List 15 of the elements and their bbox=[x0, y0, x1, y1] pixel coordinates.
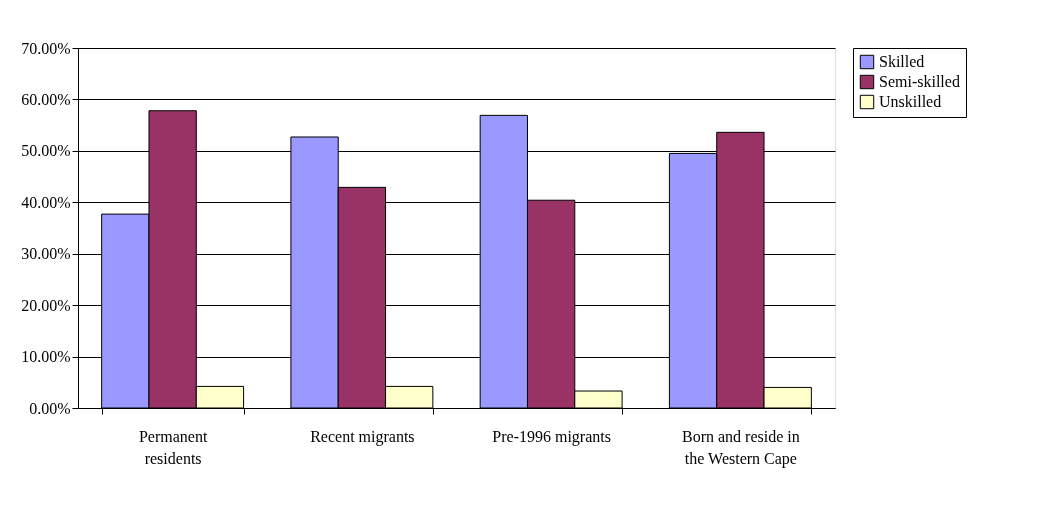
x-tick-label: Born and reside in the Western Cape bbox=[682, 427, 800, 468]
y-tick-label: 10.00% bbox=[21, 348, 71, 366]
y-tick-label: 40.00% bbox=[21, 193, 71, 211]
y-tick-label: 50.00% bbox=[21, 142, 71, 160]
y-tick-label: 30.00% bbox=[21, 245, 71, 263]
legend-label: Unskilled bbox=[879, 93, 942, 110]
x-tick-label: Permanent residents bbox=[138, 427, 208, 467]
x-tick-label: Pre-1996 migrants bbox=[492, 427, 611, 446]
y-tick-label: 60.00% bbox=[21, 90, 71, 108]
y-tick-label: 70.00% bbox=[21, 39, 71, 57]
legend-label: Skilled bbox=[879, 53, 925, 70]
legend-label: Semi-skilled bbox=[879, 73, 960, 90]
y-tick-label: 0.00% bbox=[29, 399, 71, 417]
x-tick-label: Recent migrants bbox=[310, 427, 415, 446]
y-tick-label: 20.00% bbox=[21, 296, 71, 314]
